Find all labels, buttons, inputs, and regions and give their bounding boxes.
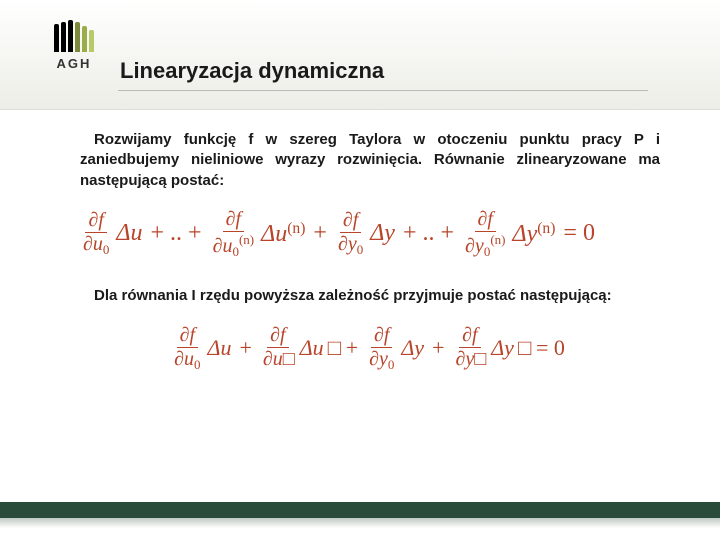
slide-title: Linearyzacja dynamiczna	[120, 58, 384, 84]
logo-bars	[44, 18, 104, 52]
slide-content: Rozwijamy funkcję f w szereg Taylora w o…	[80, 130, 660, 399]
equation-1: ∂f ∂u0 Δu + .. + ∂f ∂u0(n) Δu(n) + ∂f ∂y…	[80, 209, 599, 259]
paragraph-1: Rozwijamy funkcję f w szereg Taylora w o…	[80, 130, 660, 191]
equation-2: ∂f ∂u0 Δu + ∂f ∂u□ Δu□ + ∂f ∂y0 Δy + ∂f …	[171, 325, 569, 372]
header-background	[0, 0, 720, 110]
title-underline	[118, 90, 648, 91]
agh-logo: AGH	[44, 18, 104, 71]
footer-fade	[0, 518, 720, 528]
paragraph-2: Dla równania I rzędu powyższa zależność …	[80, 286, 660, 306]
footer-bar	[0, 502, 720, 518]
equation-2-wrap: ∂f ∂u0 Δu + ∂f ∂u□ Δu□ + ∂f ∂y0 Δy + ∂f …	[80, 325, 660, 372]
logo-text: AGH	[44, 56, 104, 71]
equation-1-wrap: ∂f ∂u0 Δu + .. + ∂f ∂u0(n) Δu(n) + ∂f ∂y…	[80, 209, 660, 259]
